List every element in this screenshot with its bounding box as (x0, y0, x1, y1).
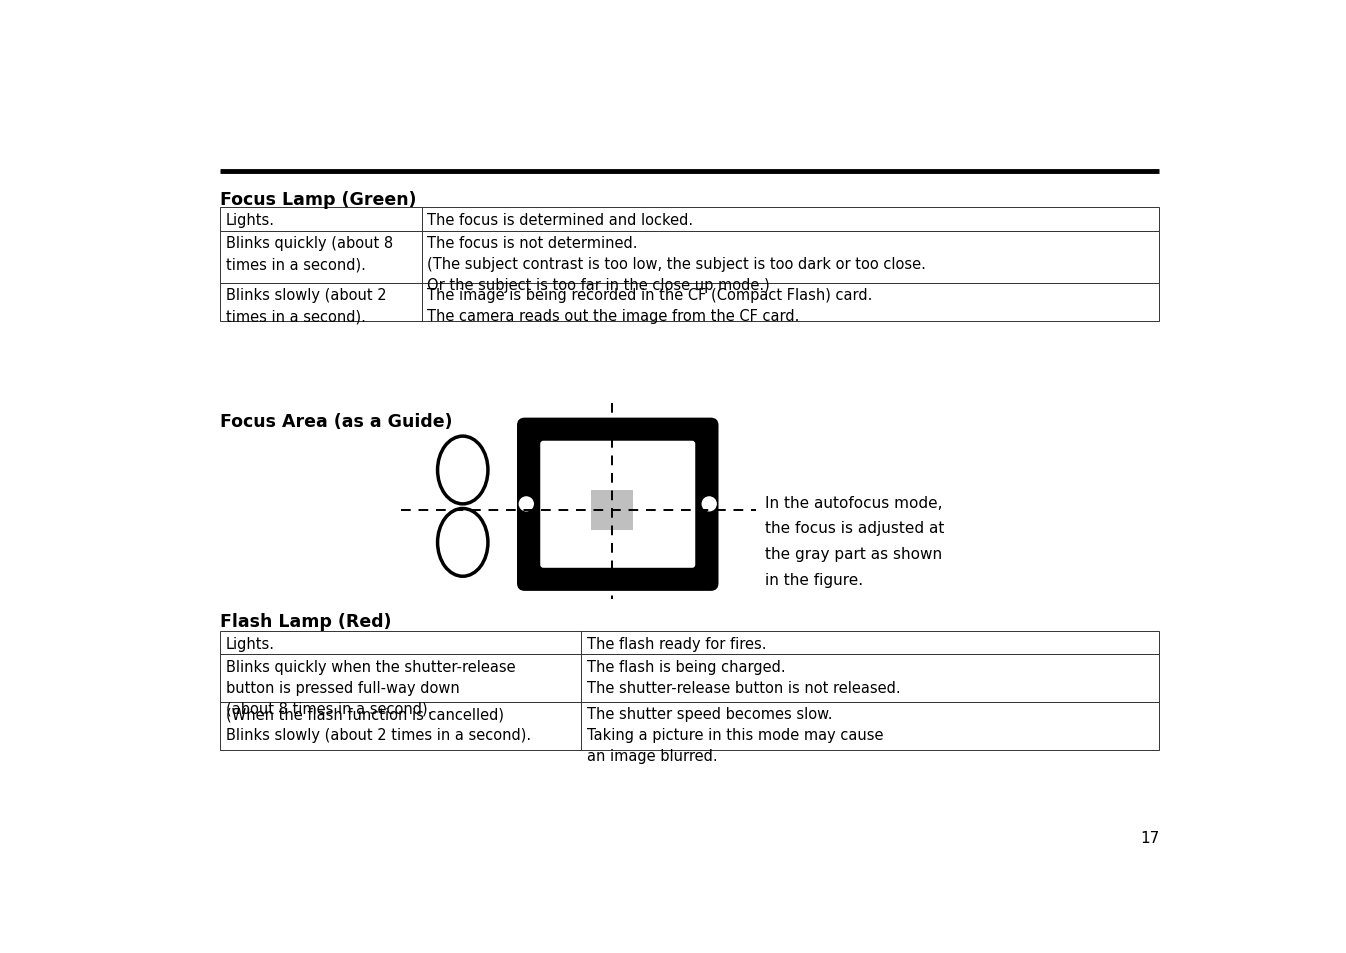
Bar (221, 655, 1159, 702)
Text: The flash ready for fires.: The flash ready for fires. (587, 636, 766, 651)
Text: Lights.: Lights. (226, 213, 275, 228)
Text: Flash Lamp (Red): Flash Lamp (Red) (221, 613, 392, 631)
Text: Focus Lamp (Green): Focus Lamp (Green) (221, 192, 417, 210)
Bar (591, 491, 633, 531)
Bar (221, 702, 1159, 750)
Bar (221, 284, 1159, 322)
Bar (221, 232, 1159, 284)
FancyBboxPatch shape (540, 441, 696, 568)
Text: The flash is being charged.
The shutter-release button is not released.: The flash is being charged. The shutter-… (587, 659, 900, 695)
Text: The focus is determined and locked.: The focus is determined and locked. (427, 213, 693, 228)
Text: (When the flash function is cancelled)
Blinks slowly (about 2 times in a second): (When the flash function is cancelled) B… (226, 706, 530, 742)
Circle shape (520, 497, 533, 511)
Text: Blinks slowly (about 2
times in a second).: Blinks slowly (about 2 times in a second… (226, 288, 386, 324)
Ellipse shape (437, 436, 489, 504)
Text: The focus is not determined.
(The subject contrast is too low, the subject is to: The focus is not determined. (The subjec… (427, 236, 926, 293)
Bar (221, 208, 1159, 232)
Text: Blinks quickly (about 8
times in a second).: Blinks quickly (about 8 times in a secon… (226, 236, 393, 272)
Text: In the autofocus mode,
the focus is adjusted at
the gray part as shown
in the fi: In the autofocus mode, the focus is adju… (765, 496, 945, 587)
Text: The image is being recorded in the CF (Compact Flash) card.
The camera reads out: The image is being recorded in the CF (C… (427, 288, 872, 324)
FancyBboxPatch shape (517, 418, 719, 591)
Circle shape (703, 497, 716, 511)
Text: Focus Area (as a Guide): Focus Area (as a Guide) (221, 413, 452, 431)
Text: Blinks quickly when the shutter-release
button is pressed full-way down
(about 8: Blinks quickly when the shutter-release … (226, 659, 516, 716)
Text: Lights.: Lights. (226, 636, 275, 651)
Text: The shutter speed becomes slow.
Taking a picture in this mode may cause
an image: The shutter speed becomes slow. Taking a… (587, 706, 883, 763)
Ellipse shape (437, 509, 489, 577)
Text: 17: 17 (1140, 830, 1159, 844)
Bar (221, 631, 1159, 655)
